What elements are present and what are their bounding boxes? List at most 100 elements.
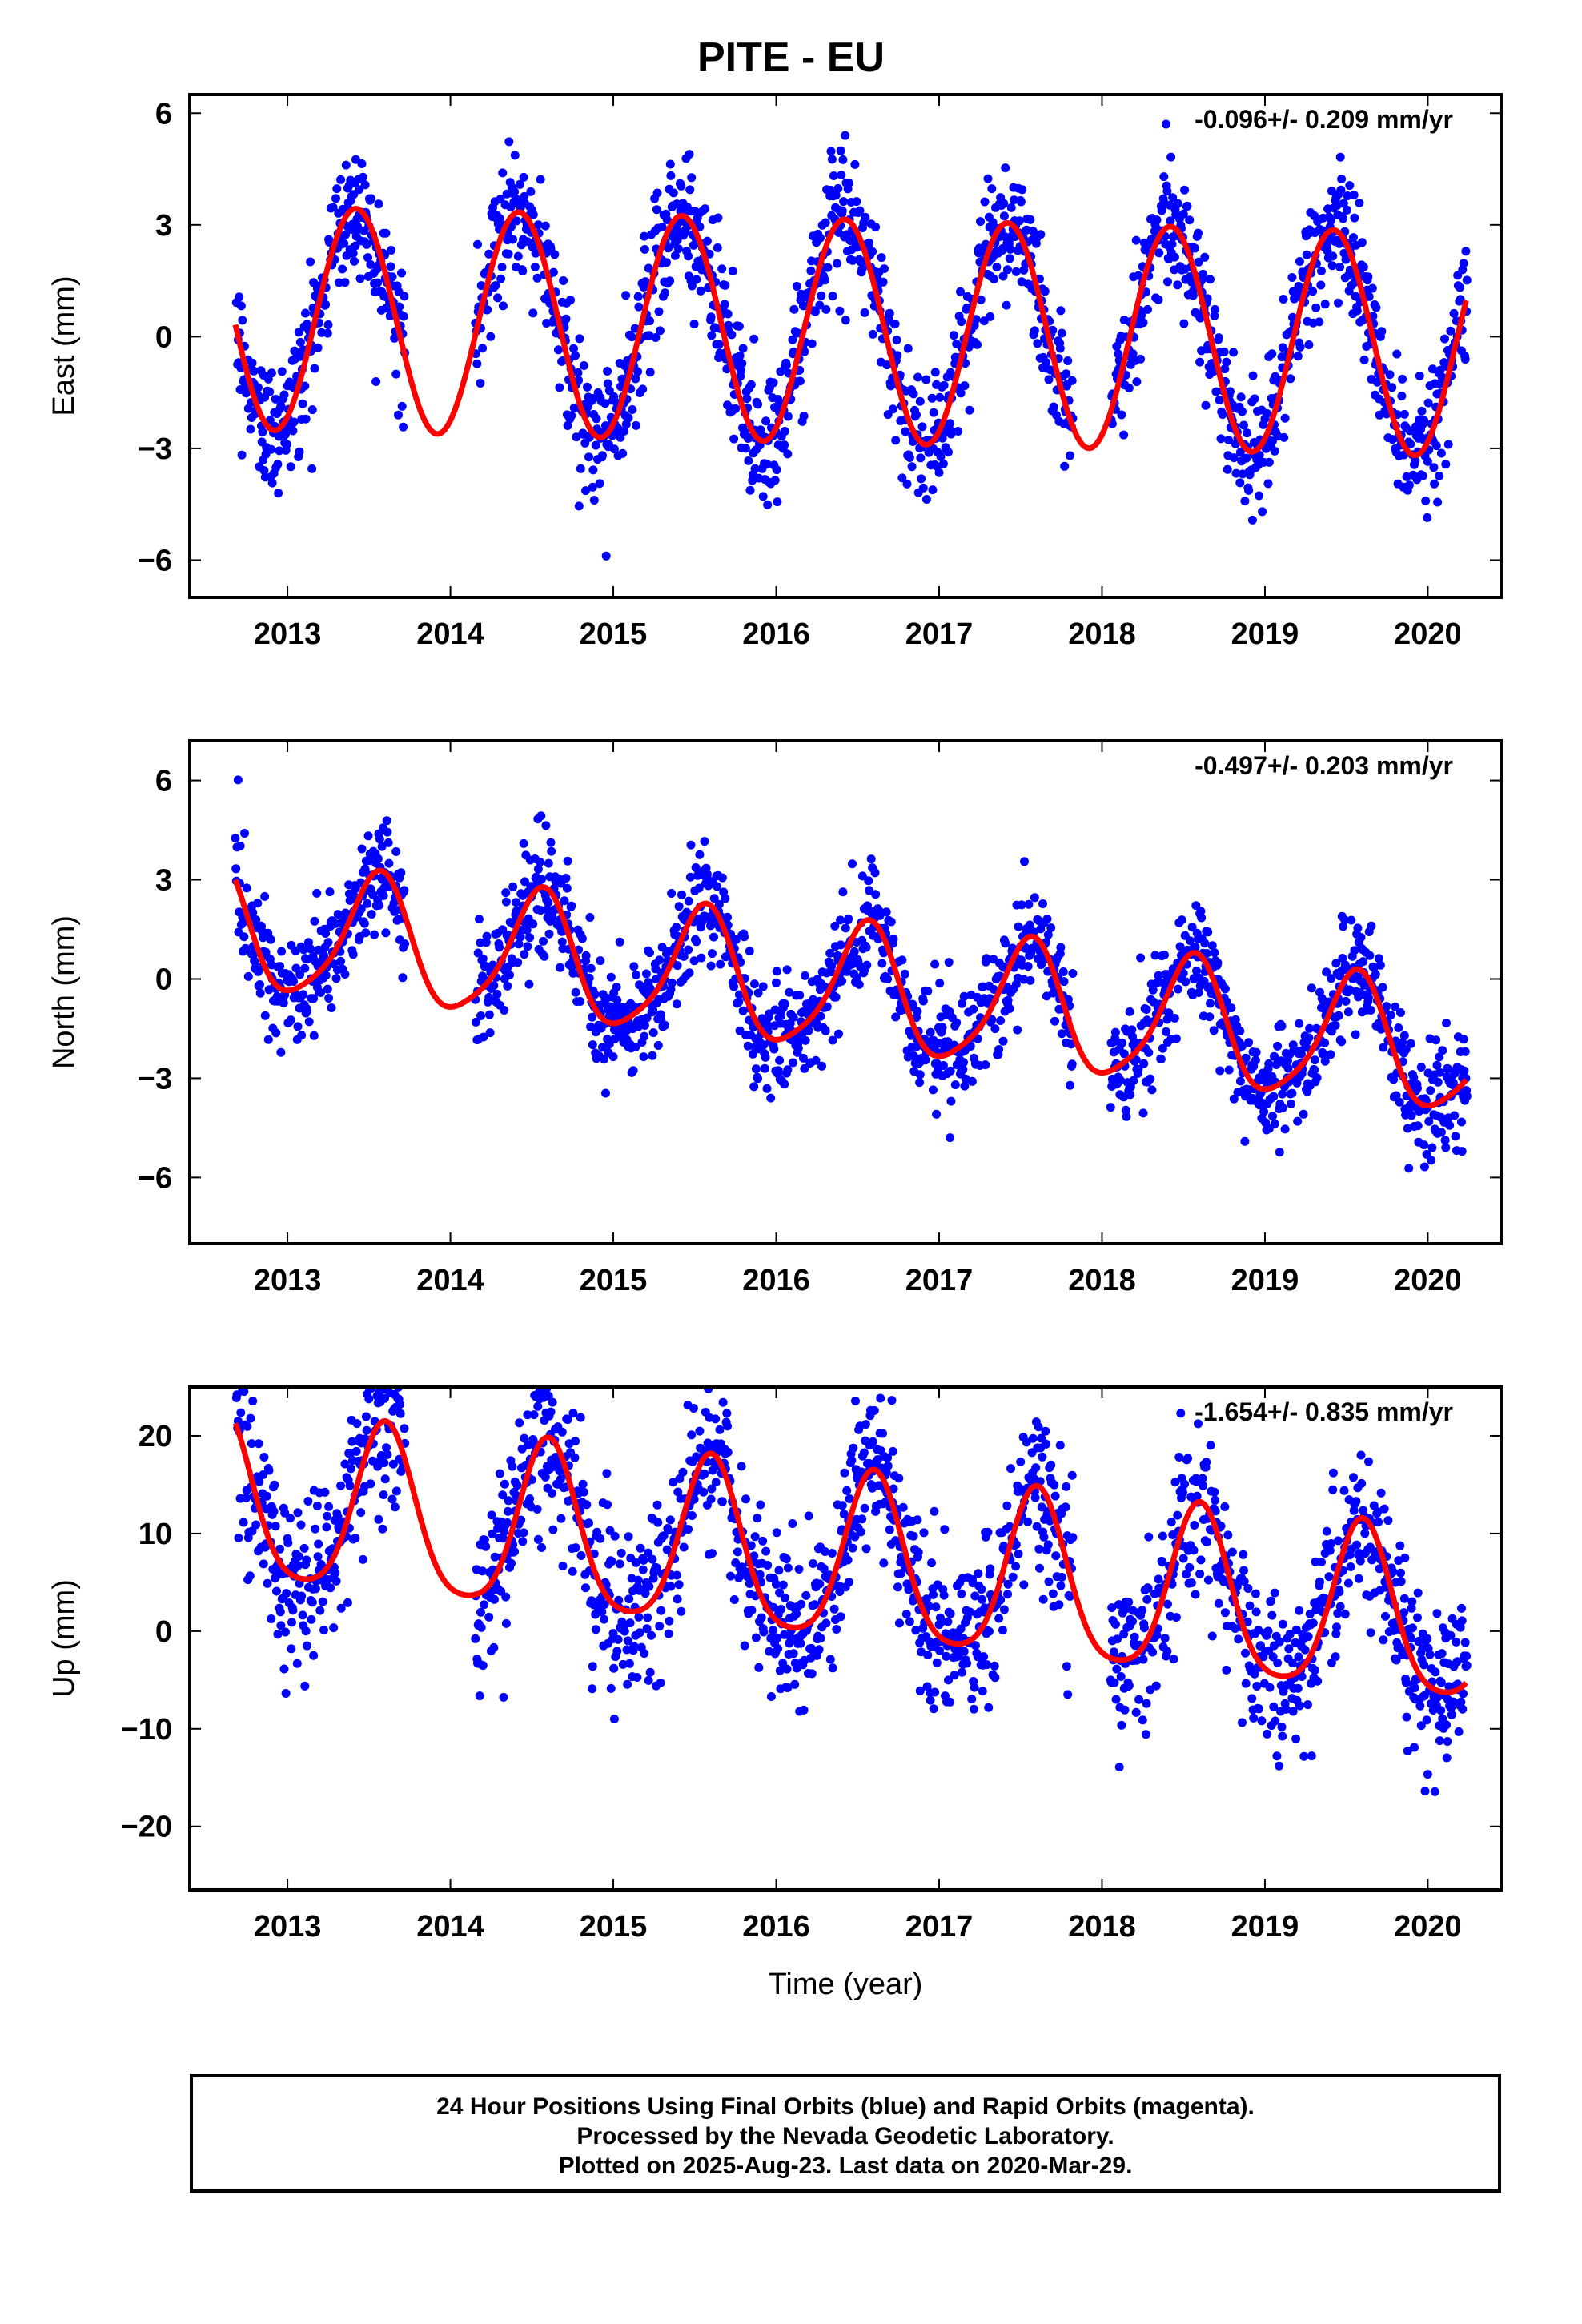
data-point	[547, 1489, 556, 1498]
rate-label: -0.497+/- 0.203 mm/yr	[1195, 751, 1453, 780]
data-point	[1459, 259, 1468, 268]
data-point	[909, 389, 918, 399]
data-point	[1229, 348, 1239, 357]
data-point	[723, 912, 732, 922]
data-point	[717, 1497, 727, 1506]
data-point	[473, 239, 482, 249]
x-tick-label: 2016	[742, 617, 810, 651]
data-point	[282, 1589, 291, 1598]
data-point	[644, 1548, 652, 1558]
data-point	[886, 917, 896, 927]
data-point	[885, 308, 894, 318]
data-point	[568, 1409, 578, 1418]
data-point	[242, 1493, 251, 1502]
data-point	[1048, 1589, 1058, 1598]
data-point	[751, 1064, 761, 1074]
data-point	[943, 1617, 953, 1626]
data-point	[969, 1704, 978, 1714]
data-point	[246, 424, 255, 434]
data-point	[536, 175, 545, 184]
data-point	[1010, 195, 1019, 205]
x-tick-label: 2018	[1068, 1264, 1136, 1297]
data-point	[478, 1566, 488, 1576]
data-point	[912, 410, 921, 420]
data-point	[1299, 1109, 1308, 1119]
data-point	[623, 1636, 632, 1646]
data-point	[1307, 983, 1316, 993]
data-point	[1460, 355, 1470, 364]
data-point	[699, 1487, 709, 1497]
data-point	[700, 837, 709, 846]
data-point	[271, 1028, 281, 1038]
data-point	[1268, 1112, 1277, 1121]
data-point	[374, 199, 383, 209]
data-point	[540, 221, 550, 231]
data-point	[367, 194, 375, 203]
data-point	[782, 965, 792, 975]
data-point	[1374, 954, 1383, 963]
x-tick-label: 2017	[905, 1264, 974, 1297]
data-point	[508, 1462, 517, 1471]
data-point	[400, 1424, 409, 1433]
data-point	[612, 995, 622, 1005]
data-point	[645, 1667, 655, 1677]
data-point	[471, 1017, 480, 1027]
data-point	[669, 1478, 678, 1487]
data-point	[831, 191, 841, 200]
data-point	[686, 840, 696, 850]
data-point	[520, 1433, 529, 1443]
x-tick-label: 2014	[416, 617, 484, 651]
data-point	[246, 1413, 255, 1423]
data-point	[714, 899, 724, 909]
data-point	[481, 1542, 491, 1551]
data-point	[825, 948, 835, 958]
data-point	[763, 1561, 773, 1570]
data-point	[932, 1658, 942, 1667]
data-point	[241, 943, 251, 953]
data-point	[740, 427, 749, 436]
data-point	[528, 210, 538, 219]
data-point	[321, 929, 331, 938]
x-tick-label: 2018	[1068, 1910, 1136, 1944]
data-point	[559, 276, 568, 285]
data-point	[689, 1404, 698, 1413]
data-point	[1331, 1021, 1340, 1030]
plot-area	[231, 775, 1472, 1173]
data-point	[480, 1600, 489, 1610]
data-point	[303, 1641, 311, 1651]
data-point	[501, 1592, 511, 1602]
data-point	[1219, 347, 1229, 356]
data-point	[1339, 199, 1348, 208]
x-tick-label: 2014	[416, 1264, 484, 1297]
data-point	[1166, 216, 1175, 226]
data-point	[379, 891, 388, 900]
data-point	[1387, 383, 1397, 392]
data-point	[387, 1494, 397, 1504]
data-point	[360, 180, 370, 190]
y-tick-label: −6	[138, 544, 172, 577]
data-point	[548, 1525, 558, 1534]
data-point	[938, 459, 948, 468]
data-point	[624, 1594, 634, 1604]
data-point	[1030, 326, 1039, 336]
data-point	[908, 1000, 917, 1010]
data-point	[520, 950, 529, 959]
data-point	[758, 1536, 768, 1546]
data-point	[1293, 1116, 1303, 1126]
data-point	[758, 982, 768, 991]
data-point	[294, 328, 303, 337]
data-point	[618, 448, 628, 458]
y-tick-label: −6	[138, 1161, 172, 1195]
data-point	[1278, 343, 1287, 352]
data-point	[673, 235, 682, 245]
data-point	[977, 1585, 986, 1594]
data-point	[331, 1568, 340, 1578]
data-point	[1138, 1108, 1148, 1118]
data-point	[994, 1045, 1004, 1054]
data-point	[1042, 1439, 1051, 1449]
data-point	[695, 1426, 705, 1436]
data-point	[352, 1419, 362, 1429]
data-point	[1147, 1085, 1157, 1095]
data-point	[1162, 187, 1172, 196]
data-point	[987, 184, 997, 194]
